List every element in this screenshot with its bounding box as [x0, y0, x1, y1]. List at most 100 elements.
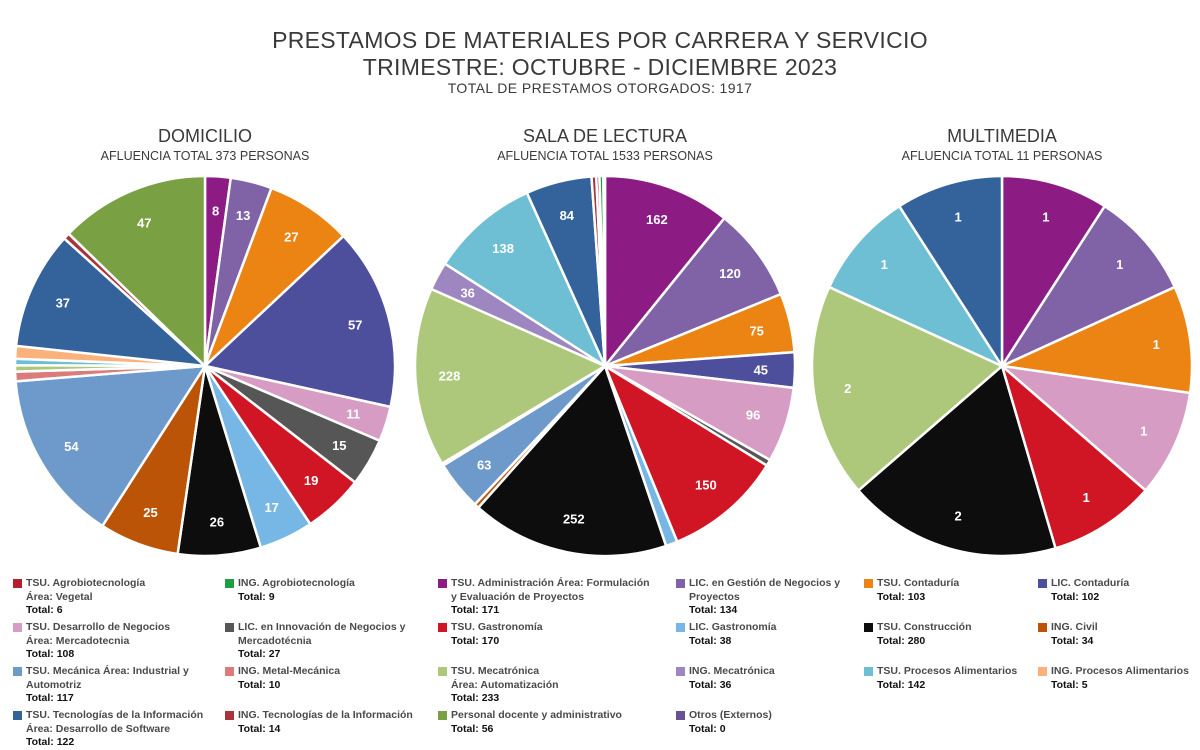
legend-total: Total: 38: [689, 634, 732, 647]
data-label: 26: [210, 514, 224, 529]
pie-slice-aut: [810, 285, 1005, 493]
legend-item-lgas: LIC. Gastronomía Total: 38: [676, 621, 876, 648]
data-label: 1: [1140, 424, 1147, 439]
legend-total: Total: 142: [877, 678, 926, 691]
legend-item-mer: TSU. Desarrollo de Negocios Área: Mercad…: [13, 621, 213, 662]
pie-slice-ges: [604, 216, 783, 368]
legend-swatch: [13, 667, 22, 676]
pie-slice-mer: [997, 364, 1192, 493]
pie-slice-aut: [413, 287, 608, 466]
legend-swatch: [225, 711, 234, 720]
data-label: 11: [346, 407, 360, 422]
legend-label: ING. Mecatrónica: [689, 665, 775, 677]
data-label: 120: [719, 266, 741, 281]
legend-total: Total: 122: [26, 736, 75, 748]
page-subtitle: TRIMESTRE: OCTUBRE - DICIEMBRE 2023: [362, 54, 838, 80]
data-label: 150: [695, 478, 717, 493]
data-label: 1: [1153, 337, 1160, 352]
legend-total: Total: 36: [689, 678, 732, 691]
legend-swatch: [1038, 579, 1047, 588]
data-label: 1: [1083, 490, 1090, 505]
legend-total: Total: 5: [1051, 678, 1088, 691]
data-label: 75: [749, 323, 763, 338]
legend-total: Total: 170: [451, 634, 500, 647]
legend-total: Total: 10: [238, 678, 281, 691]
legend-swatch: [438, 623, 447, 632]
data-label: 36: [460, 285, 474, 300]
legend-item-mec: TSU. Mecánica Área: Industrial y Automot…: [13, 665, 213, 706]
legend-item-con: TSU. Contaduría Total: 103: [864, 577, 1064, 604]
legend-label: ING. Agrobiotecnología: [238, 577, 355, 589]
legend-total: Total: 6: [26, 604, 63, 616]
legend-swatch: [225, 667, 234, 676]
legend-label: TSU. Construcción: [877, 621, 972, 633]
pie-slice-pra: [443, 191, 608, 370]
pie-slice-pra: [827, 204, 1006, 369]
data-label: 47: [137, 216, 151, 231]
pie-slice-tic: [14, 236, 209, 368]
legend-swatch: [13, 711, 22, 720]
legend-total: Total: 171: [451, 604, 500, 616]
page-title: PRESTAMOS DE MATERIALES POR CARRERA Y SE…: [272, 27, 928, 53]
legend-item-linn: LIC. en Innovación de Negocios y Mercado…: [225, 621, 425, 662]
legend-swatch: [864, 623, 873, 632]
legend-label: ING. Metal-Mecánica: [238, 665, 341, 677]
pie-slice-doc: [66, 174, 207, 369]
pie-slice-adm: [603, 174, 727, 370]
legend-item-adm: TSU. Administración Área: Formulación y …: [438, 577, 670, 618]
legend-swatch: [438, 667, 447, 676]
legend-swatch: [864, 667, 873, 676]
chart-title: DOMICILIO: [158, 126, 252, 146]
data-label: 252: [563, 512, 585, 527]
legend-swatch: [676, 579, 685, 588]
chart-title: MULTIMEDIA: [947, 126, 1057, 146]
legend-label: ING. Civil: [1051, 621, 1098, 633]
legend-swatch: [1038, 623, 1047, 632]
data-label: 37: [56, 295, 70, 310]
legend-swatch: [225, 579, 234, 588]
pie-slice-cons: [856, 363, 1058, 558]
data-label: 45: [754, 362, 768, 377]
legend-swatch: [1038, 667, 1047, 676]
chart-title: SALA DE LECTURA: [523, 126, 687, 146]
legend-item-aut: TSU. Mecatrónica Área: Automatización Tot…: [438, 665, 670, 706]
legend-total: Total: 34: [1051, 634, 1094, 647]
pie-slice-doc: [602, 174, 607, 367]
data-label: 1: [1116, 257, 1123, 272]
data-label: 84: [560, 208, 575, 223]
legend-total: Total: 102: [1051, 590, 1100, 603]
data-label: 13: [236, 208, 250, 223]
legend-swatch: [438, 711, 447, 720]
pie-slice-gas: [999, 362, 1148, 550]
pie-slice-lcon: [202, 234, 397, 409]
legend-total: Total: 108: [26, 648, 75, 660]
legend-item-civ: ING. Civil Total: 34: [1038, 621, 1198, 648]
legend-total: Total: 0: [689, 722, 726, 735]
legend-item-itic: ING. Tecnologías de la Información Total:…: [225, 709, 425, 736]
legend-item-gas: TSU. Gastronomía Total: 170: [438, 621, 670, 648]
pie-slice-adm: [1000, 174, 1107, 371]
legend-label: LIC. en Gestión de Negocios y Proyectos: [689, 577, 841, 603]
data-label: 162: [646, 212, 668, 227]
legend-label: TSU. Gastronomía: [451, 621, 543, 633]
legend-label: LIC. Gastronomía: [689, 621, 777, 633]
legend-label: TSU. Tecnologías de la Información Área:…: [26, 709, 204, 735]
legend-item-ges: LIC. en Gestión de Negocios y Proyectos T…: [676, 577, 876, 618]
legend-item-imm: ING. Metal-Mecánica Total: 10: [225, 665, 425, 692]
legend-total: Total: 117: [26, 692, 74, 704]
legend-item-lcon: LIC. Contaduría Total: 102: [1038, 577, 1198, 604]
legend-total: Total: 27: [238, 648, 281, 660]
legend-swatch: [676, 667, 685, 676]
legend-item-tic: TSU. Tecnologías de la Información Área:…: [13, 709, 213, 750]
legend-label: TSU. Desarrollo de Negocios Área: Mercad…: [26, 621, 171, 647]
legend-label: LIC. en Innovación de Negocios y Mercado…: [238, 621, 406, 647]
legend-swatch: [13, 579, 22, 588]
legend-swatch: [225, 623, 234, 632]
legend-item-otr: Otros (Externos) Total: 0: [676, 709, 876, 736]
legend-total: Total: 233: [451, 692, 500, 704]
legend-label: TSU. Mecánica Área: Industrial y Automot…: [26, 665, 189, 691]
chart-subtitle: AFLUENCIA TOTAL 373 PERSONAS: [101, 149, 310, 163]
data-label: 57: [348, 318, 362, 333]
legend-total: Total: 9: [238, 590, 275, 603]
chart-subtitle: AFLUENCIA TOTAL 11 PERSONAS: [902, 149, 1103, 163]
